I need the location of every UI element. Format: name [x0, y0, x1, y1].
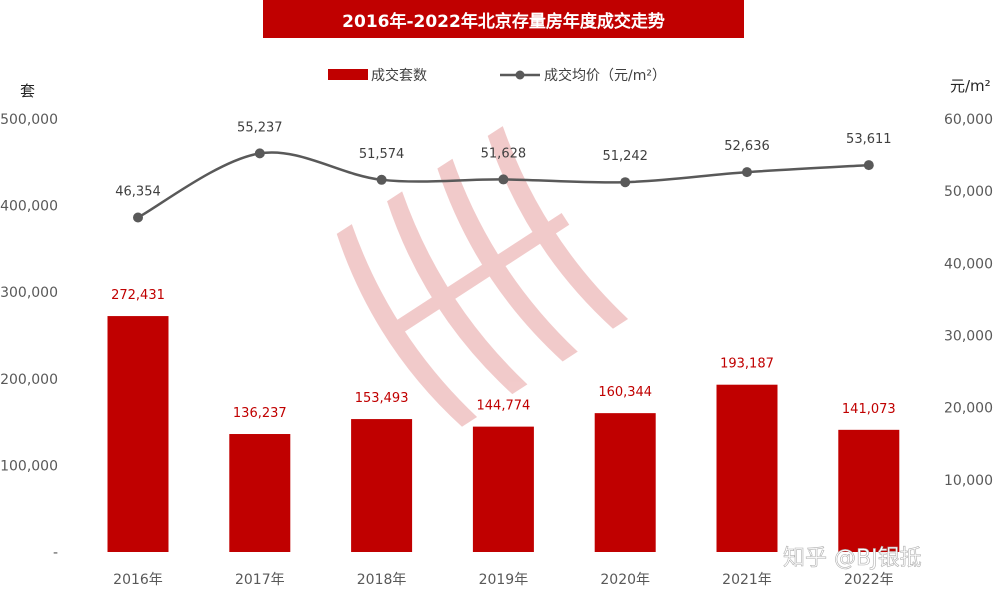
bar-data-label: 160,344	[598, 385, 652, 400]
line-point	[498, 174, 509, 185]
bar	[838, 429, 900, 552]
line-point	[742, 167, 752, 178]
x-tick-label: 2019年	[479, 572, 529, 588]
line-data-label: 53,611	[846, 132, 892, 147]
y-left-tick-label: 100,000	[0, 458, 58, 474]
y-left-tick-label: 200,000	[0, 372, 58, 388]
y-right-tick-label: 10,000	[944, 473, 993, 489]
x-tick-label: 2022年	[844, 572, 894, 588]
line-point	[133, 212, 143, 223]
line-point	[376, 174, 387, 185]
legend-label: 成交套数	[371, 67, 427, 84]
bar	[107, 316, 169, 552]
legend-label: 成交均价（元/m²）	[544, 67, 666, 84]
y-left-tick-label: -	[53, 545, 58, 561]
bar	[351, 419, 413, 552]
chart-title: 2016年-2022年北京存量房年度成交走势	[263, 0, 744, 38]
bar	[594, 413, 656, 552]
y-right-tick-label: 60,000	[944, 112, 993, 128]
y-right-tick-label: 40,000	[944, 256, 993, 272]
x-tick-label: 2021年	[722, 572, 772, 588]
y-left-tick-label: 500,000	[0, 112, 58, 128]
line-data-label: 52,636	[724, 139, 770, 154]
x-tick-label: 2020年	[600, 572, 650, 588]
line-data-label: 51,574	[359, 147, 405, 162]
y-right-tick-label: 30,000	[944, 329, 993, 345]
bar-data-label: 272,431	[111, 288, 165, 303]
x-tick-label: 2018年	[357, 572, 407, 588]
line-data-label: 46,354	[115, 184, 161, 199]
line-data-label: 55,237	[237, 120, 283, 135]
y-right-axis-label: 元/m²	[950, 77, 991, 95]
line-data-label: 51,242	[602, 149, 648, 164]
y-left-tick-label: 400,000	[0, 199, 58, 215]
legend-swatch-bar	[328, 69, 368, 80]
y-left-axis-label: 套	[20, 82, 35, 100]
bar	[716, 384, 778, 552]
line-point	[620, 177, 631, 188]
x-tick-label: 2017年	[235, 572, 285, 588]
line-data-label: 51,628	[481, 146, 527, 161]
bar	[229, 434, 291, 552]
watermark-text: 知乎 @BJ银抵	[783, 546, 922, 571]
y-left-tick-label: 300,000	[0, 285, 58, 301]
bar-data-label: 136,237	[233, 406, 287, 421]
bar-data-label: 193,187	[720, 357, 774, 372]
legend: 成交套数 成交均价（元/m²）	[328, 67, 666, 84]
line-point	[863, 160, 874, 171]
bar-data-label: 141,073	[842, 402, 896, 417]
y-right-tick-label: 50,000	[944, 184, 993, 200]
bar	[472, 426, 534, 552]
bar-data-label: 144,774	[477, 399, 531, 414]
x-tick-label: 2016年	[113, 572, 163, 588]
legend-swatch-marker	[515, 70, 525, 80]
y-right-tick-label: 20,000	[944, 401, 993, 417]
line-point	[254, 148, 265, 159]
background-logo	[336, 126, 629, 427]
bar-data-label: 153,493	[355, 391, 409, 406]
